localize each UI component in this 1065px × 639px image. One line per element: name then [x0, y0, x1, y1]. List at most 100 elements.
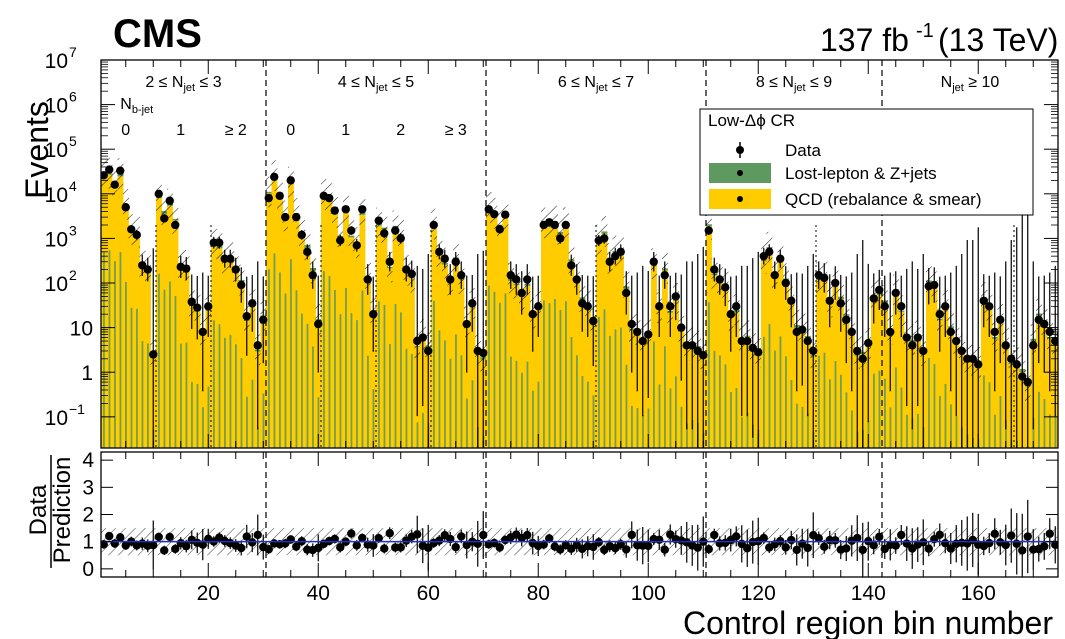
data-point [171, 220, 180, 230]
data-point [847, 327, 856, 337]
data-point [226, 254, 235, 263]
lostlepton-tail [1032, 417, 1035, 448]
region-label: 2 ≤ Njet ≤ 3 [145, 74, 221, 94]
legend-entry-data: Data [736, 141, 821, 160]
lostlepton-tail [845, 392, 848, 448]
ratio-point [171, 544, 180, 554]
ratio-point [666, 530, 675, 539]
lostlepton-tail [372, 388, 375, 448]
x-axis-label: Control region bin number [683, 605, 1053, 639]
lostlepton-tail [548, 303, 551, 448]
qcd-bar [799, 331, 806, 448]
lostlepton-tail [295, 290, 298, 448]
ratio-point [1045, 529, 1054, 538]
lostlepton-tail [268, 269, 270, 448]
data-point [919, 346, 928, 356]
qcd-bar [849, 334, 855, 448]
data-point [523, 275, 532, 284]
qcd-bar [827, 303, 833, 448]
ratio-point [792, 545, 801, 555]
data-point [671, 292, 680, 301]
ratio-point [435, 536, 444, 545]
svg-text:(13 TeV): (13 TeV) [938, 22, 1058, 58]
data-point [132, 230, 141, 240]
svg-text:10: 10 [45, 139, 68, 162]
lostlepton-tail [576, 355, 578, 448]
ratio-plot-panel: 0 1 2 3 4 20 40 60 80 100 120 140 160 [82, 449, 1059, 605]
main-frame [100, 59, 1059, 449]
lostlepton-tail [141, 341, 144, 448]
ratio-point [396, 543, 405, 552]
lostlepton-tail [218, 324, 221, 448]
lostlepton-tail [713, 350, 716, 448]
lostlepton-tail [884, 378, 886, 448]
y-tick-label: 10 7 [45, 44, 77, 73]
svg-text:Nb-jet: Nb-jet [120, 96, 153, 116]
lostlepton-tail [768, 323, 771, 448]
nbjet-title: Nb-jet [120, 96, 153, 116]
ratio-point [424, 543, 433, 552]
uncertainty-hatch [601, 216, 608, 247]
y-axis-label: Events [19, 101, 55, 199]
data-point [352, 241, 361, 250]
lostlepton-tail [378, 301, 380, 448]
svg-text:5: 5 [69, 133, 77, 149]
lostlepton-tail [801, 406, 804, 448]
data-point [1007, 354, 1016, 363]
ratio-point [627, 530, 636, 540]
ratio-point [1018, 546, 1027, 555]
ratio-point [781, 543, 790, 552]
nbjet-label: ≥ 2 [225, 122, 247, 139]
data-point [803, 336, 812, 346]
qcd-bar [590, 319, 597, 448]
region-label: 4 ≤ Njet ≤ 5 [338, 74, 414, 94]
data-point [605, 257, 614, 266]
data-point [913, 333, 922, 342]
data-point [297, 230, 306, 240]
lostlepton-tail [559, 309, 562, 448]
data-point [154, 189, 163, 199]
svg-text:4 ≤ Njet ≤ 5: 4 ≤ Njet ≤ 5 [338, 74, 414, 94]
lostlepton-tail [405, 348, 408, 448]
lostlepton-tail [581, 376, 584, 448]
ratio-point [1001, 540, 1010, 550]
data-point [941, 302, 950, 311]
lostlepton-tail [389, 344, 391, 448]
ratio-point [820, 542, 829, 551]
ratio-point [490, 538, 499, 548]
lostlepton-tail [279, 272, 281, 448]
qcd-bar [519, 296, 525, 448]
lostlepton-tail [119, 252, 122, 448]
ratio-point [149, 540, 158, 550]
qcd-bar [1047, 338, 1053, 448]
lostlepton-tail [202, 407, 204, 448]
qcd-bar [678, 331, 685, 448]
lostlepton-tail [565, 301, 567, 448]
svg-text:−1: −1 [69, 401, 85, 417]
lostlepton-tail [1043, 399, 1046, 448]
ratio-point [732, 532, 741, 541]
lostlepton-tail [543, 300, 545, 448]
x-tick-label: 20 [197, 582, 220, 605]
x-tick-label: 120 [741, 582, 776, 605]
svg-text:Lost-lepton & Z+jets: Lost-lepton & Z+jets [785, 164, 937, 183]
ratio-point [413, 530, 422, 539]
qcd-bar [997, 320, 1004, 448]
qcd-bar [937, 320, 943, 448]
lostlepton-tail [554, 298, 556, 448]
data-point [886, 327, 895, 337]
ratio-point [831, 536, 840, 545]
data-point [985, 302, 994, 311]
lostlepton-tail [213, 320, 215, 448]
data-point [930, 280, 939, 290]
qcd-bar [1041, 323, 1048, 448]
qcd-bar [843, 316, 850, 448]
data-point [633, 327, 642, 337]
lostlepton-tail [906, 414, 908, 448]
lostlepton-tail [367, 355, 369, 448]
ratio-point [1023, 532, 1032, 541]
lostlepton-tail [999, 396, 1002, 448]
data-point [770, 270, 779, 280]
data-point [435, 247, 444, 257]
lostlepton-tail [312, 346, 314, 448]
